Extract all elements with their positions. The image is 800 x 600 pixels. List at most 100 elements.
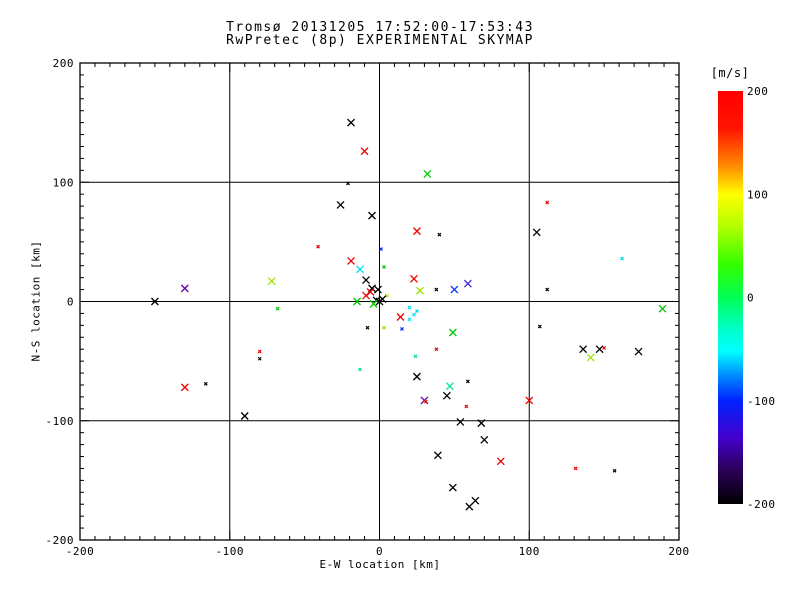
plot-title: Tromsø 20131205 17:52:00-17:53:43 (226, 20, 534, 35)
marker-stroke (378, 295, 387, 304)
plot-subtitle: RwPretec (8p) EXPERIMENTAL SKYMAP (226, 33, 534, 48)
marker-stroke (360, 147, 369, 156)
marker-stroke (409, 274, 418, 283)
colorbar-title: [m/s] (710, 66, 750, 80)
data-point (316, 244, 321, 249)
data-point (362, 276, 370, 284)
data-point (612, 468, 617, 473)
marker-stroke (612, 468, 617, 473)
marker-stroke (267, 277, 276, 286)
marker-stroke (480, 435, 489, 444)
data-point (413, 354, 418, 359)
marker-stroke (382, 264, 386, 269)
marker-stroke (434, 287, 439, 292)
marker-stroke (336, 200, 345, 209)
marker-stroke (368, 211, 376, 220)
data-point (382, 264, 386, 269)
data-point (465, 379, 470, 384)
data-point (412, 372, 421, 381)
data-point (382, 325, 386, 330)
marker-stroke (316, 244, 321, 249)
data-point (240, 412, 249, 420)
marker-stroke (396, 313, 405, 321)
marker-stroke (180, 383, 189, 392)
marker-stroke (150, 297, 159, 306)
marker-stroke (448, 328, 457, 337)
data-point (396, 313, 405, 321)
marker-stroke (347, 256, 356, 265)
y-tick-label: -100 (46, 415, 75, 428)
data-point (360, 147, 369, 156)
data-point (257, 349, 262, 354)
data-point (634, 347, 643, 356)
data-point (407, 317, 412, 322)
data-point (378, 295, 387, 304)
x-tick-label: -100 (216, 545, 245, 558)
marker-stroke (448, 483, 457, 492)
data-point (150, 297, 159, 306)
marker-stroke (525, 396, 534, 405)
marker-stroke (382, 325, 386, 330)
marker-stroke (413, 354, 418, 359)
data-point (415, 309, 419, 313)
data-point (545, 287, 550, 292)
data-point (368, 211, 376, 220)
data-point (532, 228, 541, 237)
marker-stroke (537, 324, 542, 329)
marker-stroke (379, 247, 383, 251)
marker-stroke (634, 347, 643, 356)
data-point (379, 247, 383, 251)
marker-stroke (496, 457, 505, 466)
data-point (409, 274, 418, 283)
data-point (537, 324, 542, 329)
y-tick-label: -200 (46, 534, 75, 547)
marker-stroke (586, 353, 595, 362)
data-point (180, 383, 189, 392)
data-point (407, 305, 412, 310)
y-tick-label: 200 (53, 57, 74, 70)
marker-stroke (415, 309, 419, 313)
data-point (203, 381, 208, 386)
marker-stroke (346, 181, 350, 186)
data-point (496, 457, 505, 466)
marker-stroke (203, 381, 208, 386)
marker-stroke (573, 466, 578, 471)
colorbar-tick-label: 100 (747, 188, 768, 201)
data-point (412, 227, 421, 236)
data-point (365, 325, 370, 330)
data-point (347, 118, 356, 127)
data-point (586, 353, 595, 362)
marker-stroke (595, 345, 604, 354)
data-point (257, 356, 262, 361)
data-point (658, 304, 667, 313)
data-point (456, 417, 465, 426)
x-tick-label: 0 (376, 545, 383, 558)
marker-stroke (356, 265, 364, 274)
marker-stroke (465, 379, 470, 384)
data-point (477, 419, 486, 428)
marker-stroke (412, 312, 416, 317)
data-point (463, 279, 472, 288)
colorbar-tick-label: 200 (747, 85, 768, 98)
marker-stroke (658, 304, 667, 313)
data-point (448, 328, 457, 337)
data-point (336, 200, 345, 209)
marker-stroke (362, 291, 370, 300)
marker-stroke (400, 327, 404, 331)
marker-stroke (240, 412, 249, 420)
marker-stroke (365, 325, 370, 330)
data-point (464, 404, 469, 409)
marker-stroke (464, 404, 469, 409)
data-point (415, 286, 424, 295)
marker-stroke (477, 419, 486, 428)
data-point (545, 200, 550, 205)
marker-stroke (423, 399, 428, 404)
marker-stroke (456, 417, 465, 426)
y-tick-label: 100 (53, 176, 74, 189)
data-point (573, 466, 578, 471)
data-point (423, 169, 432, 178)
marker-stroke (471, 496, 480, 505)
marker-stroke (445, 382, 454, 391)
y-tick-label: 0 (67, 296, 74, 309)
marker-stroke (465, 502, 474, 511)
